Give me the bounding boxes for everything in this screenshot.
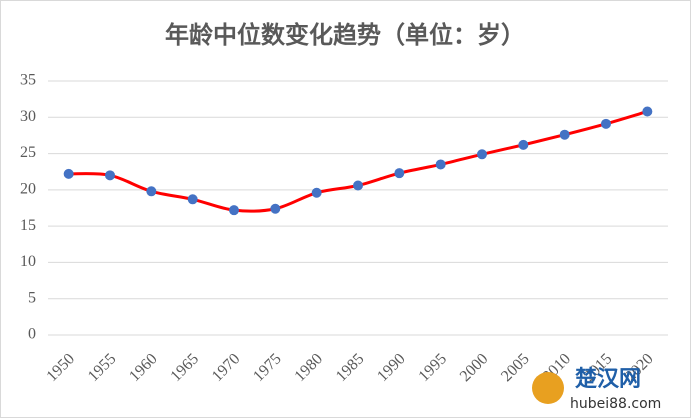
marker xyxy=(518,139,529,150)
marker xyxy=(63,168,74,179)
marker xyxy=(105,170,115,181)
marker xyxy=(435,159,446,170)
marker xyxy=(353,180,363,191)
y-tick-label: 35 xyxy=(20,72,36,89)
y-tick-label: 25 xyxy=(20,144,36,161)
marker xyxy=(601,118,611,129)
marker xyxy=(187,194,198,205)
y-tick-label: 20 xyxy=(20,181,36,198)
y-tick-label: 30 xyxy=(20,108,36,125)
marker xyxy=(642,106,653,117)
marker xyxy=(559,129,570,140)
marker xyxy=(229,205,239,216)
y-tick-label: 10 xyxy=(20,253,36,270)
watermark: 楚汉网 hubei88.com xyxy=(532,367,661,412)
y-tick-label: 0 xyxy=(28,326,36,343)
y-tick-label: 15 xyxy=(20,217,36,234)
marker xyxy=(394,168,405,179)
marker xyxy=(311,187,322,198)
chart-title: 年龄中位数变化趋势（单位：岁） xyxy=(165,21,525,49)
marker xyxy=(146,186,157,197)
marker xyxy=(270,203,281,214)
watermark-url: hubei88.com xyxy=(570,396,661,412)
y-tick-label: 5 xyxy=(28,289,36,306)
watermark-logo xyxy=(532,372,564,404)
watermark-name: 楚汉网 xyxy=(575,367,641,392)
marker xyxy=(477,149,487,160)
